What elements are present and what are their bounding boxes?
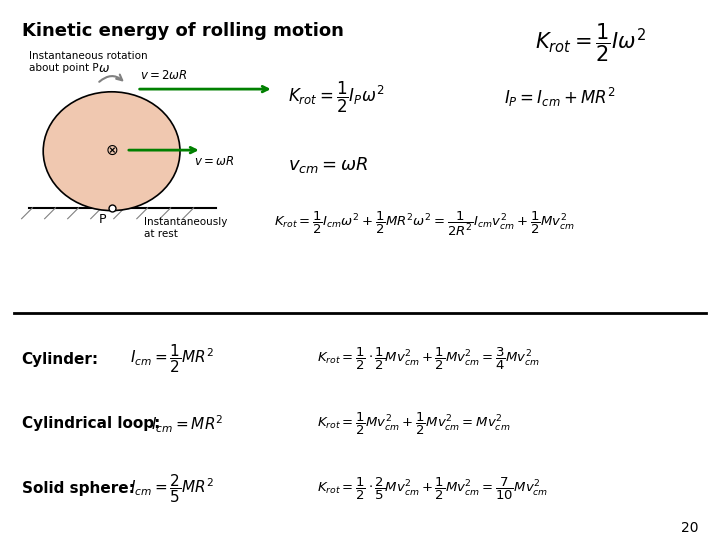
Text: $K_{rot} = \dfrac{1}{2}\cdot\dfrac{1}{2} Mv_{cm}^2 + \dfrac{1}{2} Mv_{cm}^2 = \d: $K_{rot} = \dfrac{1}{2}\cdot\dfrac{1}{2}… [317,346,540,372]
Text: $v = \omega R$: $v = \omega R$ [194,155,235,168]
Text: $K_{rot} = \dfrac{1}{2} I_P \omega^2$: $K_{rot} = \dfrac{1}{2} I_P \omega^2$ [288,79,384,115]
Text: P: P [99,213,107,226]
Text: $v_{cm} = \omega R$: $v_{cm} = \omega R$ [288,154,369,175]
Text: Cylindrical loop:: Cylindrical loop: [22,416,160,431]
Text: $I_{cm} = \dfrac{2}{5} MR^2$: $I_{cm} = \dfrac{2}{5} MR^2$ [130,472,214,505]
Text: $I_{cm} = MR^2$: $I_{cm} = MR^2$ [151,413,224,435]
Text: $K_{rot} = \dfrac{1}{2} I_{cm}\omega^2 + \dfrac{1}{2} MR^2\omega^2 = \dfrac{1}{2: $K_{rot} = \dfrac{1}{2} I_{cm}\omega^2 +… [274,210,575,238]
Text: $I_P = I_{cm} + MR^2$: $I_P = I_{cm} + MR^2$ [504,86,616,109]
Text: 20: 20 [681,521,698,535]
Ellipse shape [43,92,180,211]
Text: Instantaneously
at rest: Instantaneously at rest [144,217,228,239]
Text: $\otimes$: $\otimes$ [105,143,118,158]
Text: $\omega$: $\omega$ [99,62,110,75]
Text: Instantaneous rotation
about point P: Instantaneous rotation about point P [29,51,148,73]
Text: $K_{rot} = \dfrac{1}{2} Mv_{cm}^2 + \dfrac{1}{2} Mv_{cm}^2 = Mv_{cm}^2$: $K_{rot} = \dfrac{1}{2} Mv_{cm}^2 + \dfr… [317,411,510,437]
Text: $K_{rot} = \dfrac{1}{2} I\omega^2$: $K_{rot} = \dfrac{1}{2} I\omega^2$ [535,22,646,64]
Text: $v = 2\omega R$: $v = 2\omega R$ [140,69,188,82]
Text: Solid sphere:: Solid sphere: [22,481,135,496]
Text: Kinetic energy of rolling motion: Kinetic energy of rolling motion [22,22,343,39]
Text: $I_{cm} = \dfrac{1}{2} MR^2$: $I_{cm} = \dfrac{1}{2} MR^2$ [130,343,214,375]
Text: Cylinder:: Cylinder: [22,352,99,367]
Text: $K_{rot} = \dfrac{1}{2}\cdot\dfrac{2}{5} Mv_{cm}^2 + \dfrac{1}{2} Mv_{cm}^2 = \d: $K_{rot} = \dfrac{1}{2}\cdot\dfrac{2}{5}… [317,476,548,502]
